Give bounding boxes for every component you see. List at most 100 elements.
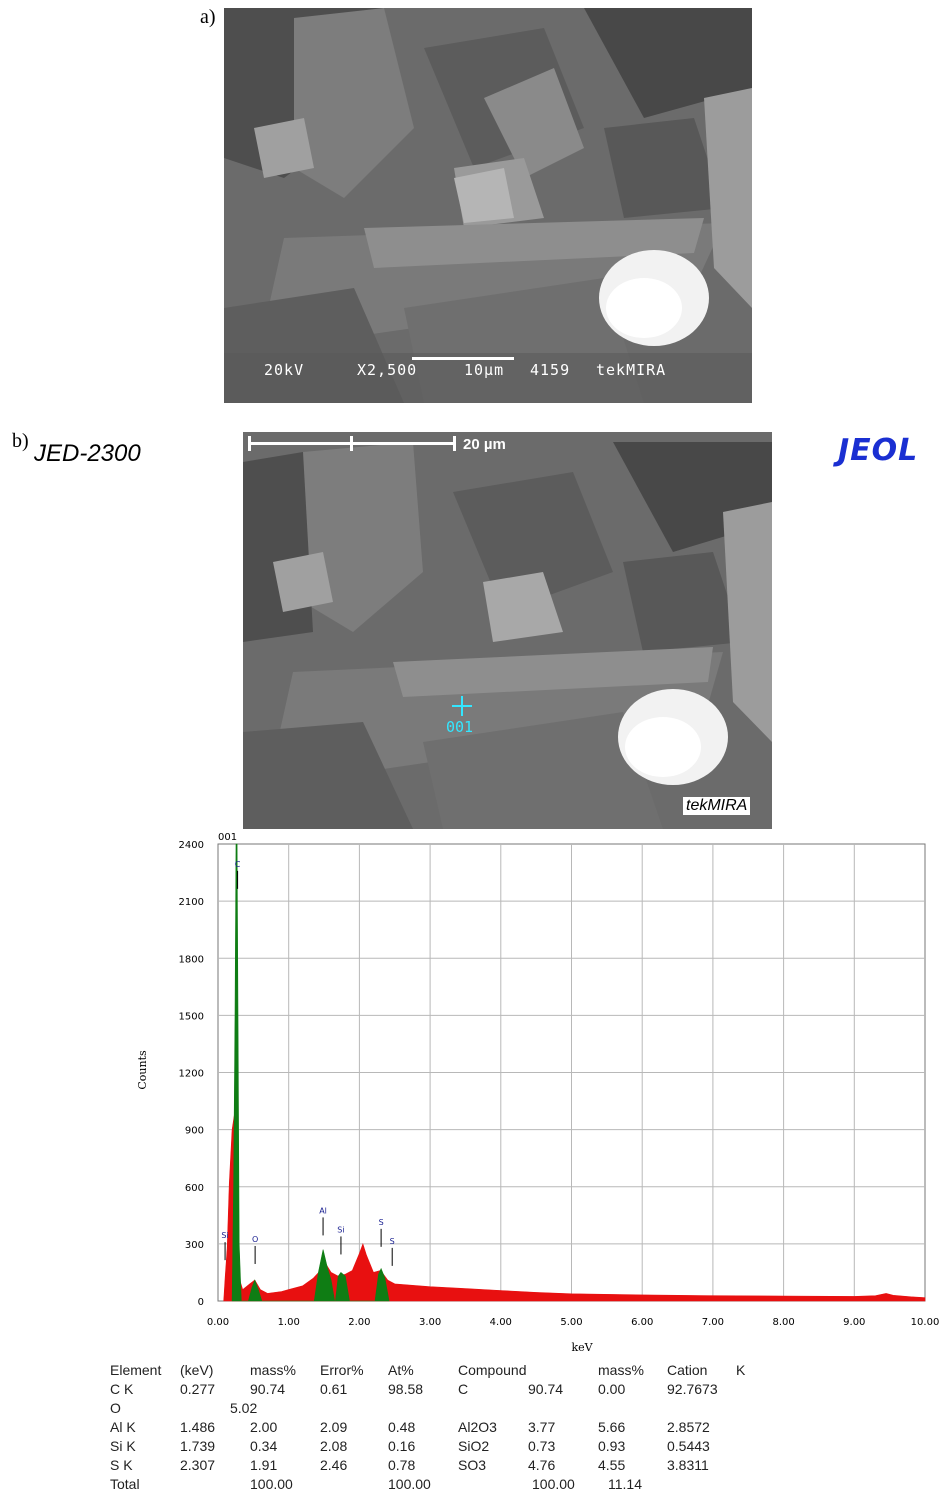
sem-a-info-bar: 20kV X2,500 10µm 4159 tekMIRA [224,359,752,381]
table-header: Compound [458,1362,527,1378]
table-cell: Total [110,1476,140,1492]
x-tick-label: 0.00 [207,1317,229,1328]
table-cell: 5.66 [598,1419,626,1435]
sem-image-b: 20 µm 001 tekMIRA [243,432,772,829]
y-tick-label: 2400 [179,840,204,851]
y-tick-label: 900 [185,1126,204,1137]
peak-label: Si [337,1225,344,1234]
sem-image-a: 20kV X2,500 10µm 4159 tekMIRA [224,8,752,403]
sem-image-a-texture [224,8,752,403]
table-header: (keV) [180,1362,214,1378]
table-cell: 2.08 [320,1438,348,1454]
peak-label: O [252,1235,258,1244]
table-cell: 1.739 [180,1438,216,1454]
magnification-label: X2,500 [357,361,418,379]
x-tick-label: 10.00 [911,1317,940,1328]
voltage-label: 20kV [264,361,305,379]
panel-b-label: b) [12,430,29,452]
table-cell: 92.7673 [667,1381,718,1397]
peak-label: S [379,1218,384,1227]
y-axis-ticks: 0 300 600 900 1200 1500 1800 2100 2400 [179,840,204,1308]
spectrum-area [231,843,390,1302]
eds-spectrum-chart: C Si O Al Si S S 0.00 1.00 2.00 3.00 4.00 5.00 6.00 7… [136,832,939,1354]
peak-label: Si [221,1231,228,1240]
y-tick-label: 1200 [179,1069,204,1080]
table-cell: C K [110,1381,134,1397]
y-tick-label: 1800 [179,954,204,965]
table-cell: 0.93 [598,1438,626,1454]
table-cell: 0.34 [250,1438,278,1454]
peak-label: S [390,1237,395,1246]
table-cell: S K [110,1457,133,1473]
sem-image-b-texture [243,432,772,829]
y-tick-label: 1500 [179,1011,204,1022]
peak-labels: C Si O Al Si S S [221,860,395,1266]
table-cell: O [110,1400,121,1416]
table-header: Element [110,1362,162,1378]
table-cell: Si K [110,1438,136,1454]
table-cell: 5.02 [230,1400,258,1416]
x-tick-label: 4.00 [490,1317,512,1328]
lab-label: tekMIRA [596,361,667,379]
table-cell: 2.00 [250,1419,278,1435]
chart-grid [217,843,926,1302]
table-cell: 0.73 [528,1438,556,1454]
peak-label: C [235,860,241,869]
table-cell: 0.00 [598,1381,626,1397]
table-cell: 1.91 [250,1457,278,1473]
table-cell: 90.74 [250,1381,286,1397]
scale-bar-label: 20 µm [463,436,506,453]
table-cell: 3.8311 [667,1457,709,1473]
table-cell: 0.5443 [667,1438,710,1454]
table-cell: 2.09 [320,1419,348,1435]
x-tick-label: 7.00 [702,1317,724,1328]
jeol-logo: JEOL [838,433,919,468]
table-cell: 100.00 [250,1476,293,1492]
y-tick-label: 0 [198,1297,204,1308]
table-cell: 0.48 [388,1419,416,1435]
image-number-label: 4159 [530,361,571,379]
spot-marker-label: 001 [446,718,474,736]
x-axis-ticks: 0.00 1.00 2.00 3.00 4.00 5.00 6.00 7.00 8.00 9.00… [207,1317,939,1328]
table-cell: 98.58 [388,1381,424,1397]
table-header: K [736,1362,746,1378]
table-cell: 90.74 [528,1381,564,1397]
table-cell: 2.46 [320,1457,348,1473]
table-cell: SiO2 [458,1438,490,1454]
x-tick-label: 5.00 [560,1317,582,1328]
table-cell: 100.00 [388,1476,431,1492]
instrument-title: JED-2300 [34,440,141,467]
spectrum-id-label: 001 [218,832,237,843]
table-header: mass% [250,1362,296,1378]
table-header: mass% [598,1362,644,1378]
x-axis-label: keV [571,1341,593,1354]
table-cell: 2.8572 [667,1419,710,1435]
x-tick-label: 1.00 [278,1317,300,1328]
table-cell: 2.307 [180,1457,216,1473]
watermark-label: tekMIRA [683,797,751,815]
table-header: Cation [667,1362,708,1378]
x-tick-label: 3.00 [419,1317,441,1328]
table-cell: Al2O3 [458,1419,497,1435]
table-cell: 100.00 [532,1476,575,1492]
y-tick-label: 600 [185,1183,204,1194]
x-tick-label: 8.00 [772,1317,794,1328]
x-tick-label: 2.00 [348,1317,370,1328]
table-cell: 0.78 [388,1457,416,1473]
table-cell: 3.77 [528,1419,556,1435]
table-cell: 0.16 [388,1438,416,1454]
y-tick-label: 300 [185,1240,204,1251]
table-cell: 4.55 [598,1457,626,1473]
table-header: Error% [320,1362,364,1378]
table-cell: C [458,1381,469,1397]
x-tick-label: 6.00 [631,1317,653,1328]
table-cell: 4.76 [528,1457,556,1473]
peak-label: Al [319,1206,327,1215]
y-tick-label: 2100 [179,897,204,908]
table-cell: 1.486 [180,1419,216,1435]
y-axis-label: Counts [136,1050,149,1090]
table-cell: 11.14 [608,1476,642,1492]
panel-a-label: a) [200,6,216,28]
chart-series [223,843,926,1302]
table-cell: SO3 [458,1457,487,1473]
